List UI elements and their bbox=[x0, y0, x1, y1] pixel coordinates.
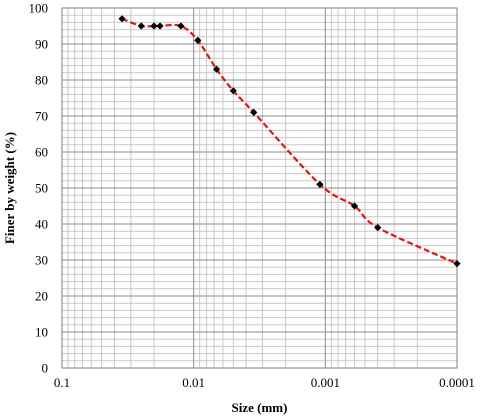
x-tick-label: 0.1 bbox=[54, 375, 70, 390]
y-tick-label: 60 bbox=[35, 145, 48, 160]
data-point bbox=[212, 65, 221, 73]
y-axis-title: Finer by weight (%) bbox=[2, 132, 17, 244]
y-tick-label: 0 bbox=[42, 361, 49, 376]
x-axis-title: Size (mm) bbox=[232, 400, 288, 415]
y-tick-labels: 0 10 20 30 40 50 60 70 80 90 100 bbox=[29, 1, 49, 376]
data-point bbox=[118, 15, 126, 23]
data-point bbox=[177, 22, 185, 30]
data-point bbox=[156, 22, 164, 30]
data-point bbox=[374, 224, 382, 232]
data-point bbox=[229, 87, 237, 95]
y-tick-label: 10 bbox=[35, 325, 48, 340]
data-point bbox=[137, 22, 145, 30]
series-layer bbox=[118, 15, 461, 268]
y-tick-label: 100 bbox=[29, 1, 49, 16]
y-tick-label: 30 bbox=[35, 253, 48, 268]
y-tick-label: 70 bbox=[35, 109, 48, 124]
x-tick-label: 0.01 bbox=[182, 375, 205, 390]
x-tick-label: 0.0001 bbox=[439, 375, 475, 390]
y-tick-label: 20 bbox=[35, 289, 48, 304]
data-point bbox=[150, 22, 158, 30]
data-point bbox=[316, 180, 324, 188]
y-tick-label: 50 bbox=[35, 181, 48, 196]
plot-frame bbox=[61, 7, 458, 369]
data-point bbox=[453, 260, 461, 268]
y-tick-label: 90 bbox=[35, 37, 48, 52]
y-tick-label: 80 bbox=[35, 73, 48, 88]
x-tick-labels: 0.1 0.01 0.001 0.0001 bbox=[54, 375, 475, 390]
major-grid bbox=[61, 7, 458, 369]
series-line bbox=[121, 17, 458, 265]
data-point bbox=[194, 36, 202, 44]
data-point bbox=[350, 202, 359, 210]
y-tick-label: 40 bbox=[35, 217, 48, 232]
data-point bbox=[250, 108, 258, 116]
x-tick-label: 0.001 bbox=[311, 375, 340, 390]
